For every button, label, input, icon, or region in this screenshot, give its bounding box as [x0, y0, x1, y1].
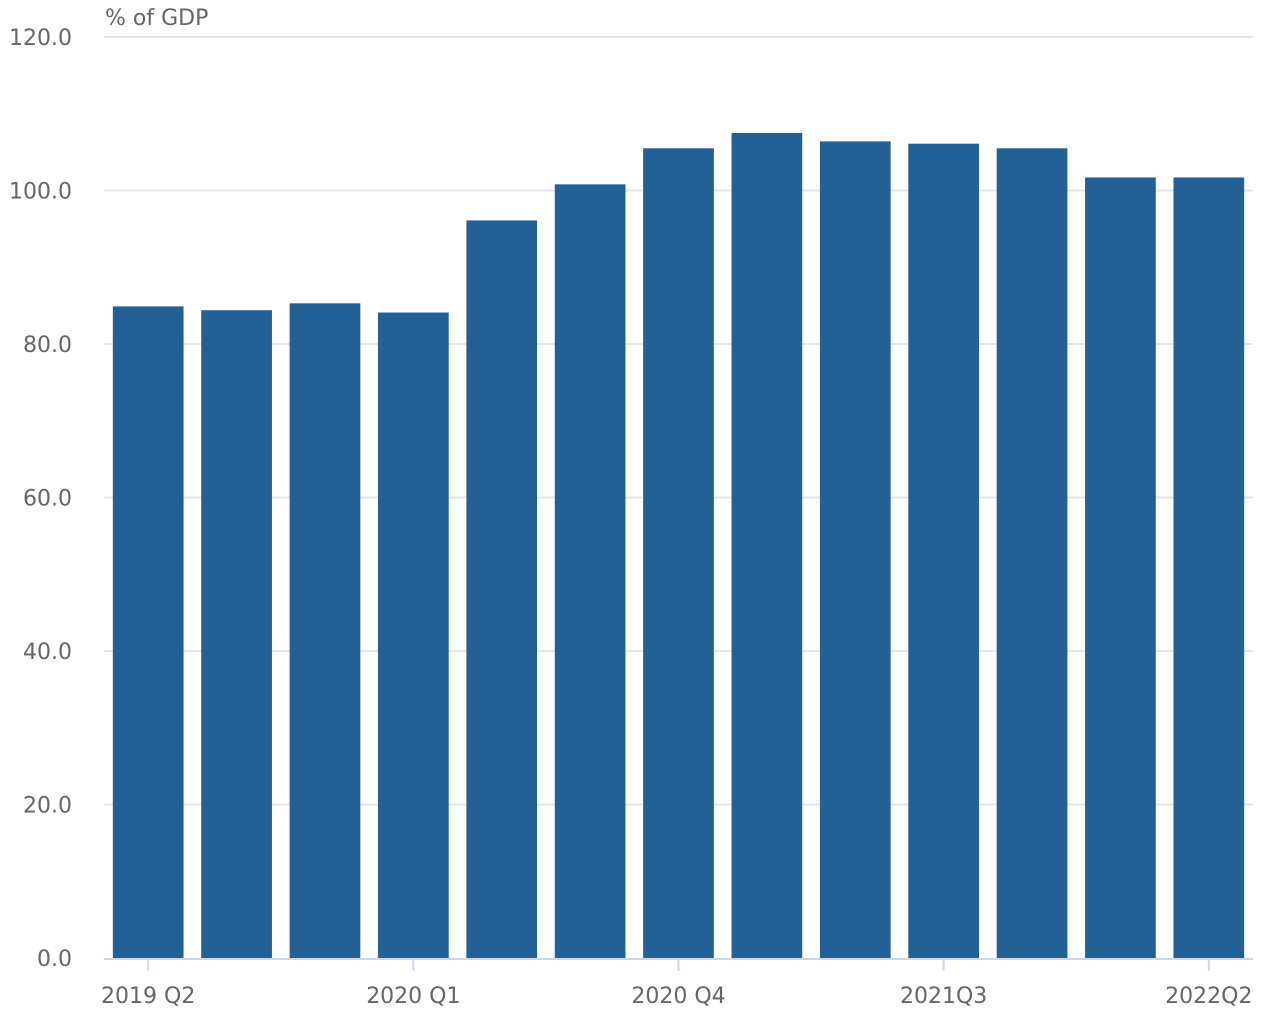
bar [643, 148, 714, 959]
bar [377, 312, 449, 959]
bar [201, 310, 272, 959]
x-tick-label: 2022Q2 [1165, 984, 1252, 1009]
y-axis-title: % of GDP [105, 6, 209, 31]
bar [908, 143, 980, 958]
bars [112, 132, 1245, 959]
x-tick-label: 2021Q3 [900, 984, 987, 1009]
y-tick-label: 20.0 [23, 794, 72, 819]
y-tick-label: 60.0 [23, 487, 72, 512]
bar [466, 220, 538, 958]
bar [1085, 177, 1156, 958]
y-tick-label: 100.0 [9, 180, 72, 205]
bar [112, 306, 184, 959]
y-tick-label: 80.0 [23, 333, 72, 358]
y-tick-label: 0.0 [37, 947, 72, 972]
x-axis-labels: 2019 Q2 2020 Q1 2020 Q4 2021Q3 2022Q2 [101, 984, 1252, 1009]
y-tick-label: 120.0 [9, 26, 72, 51]
bar [731, 132, 803, 958]
bar [819, 141, 891, 958]
y-tick-label: 40.0 [23, 640, 72, 665]
x-tick-label: 2020 Q1 [366, 984, 460, 1009]
x-tick-label: 2020 Q4 [631, 984, 725, 1009]
bar [289, 303, 361, 958]
x-tick-label: 2019 Q2 [101, 984, 195, 1009]
y-axis-labels: 0.0 20.0 40.0 60.0 80.0 100.0 120.0 [9, 26, 72, 972]
bar [1173, 177, 1245, 958]
x-axis [104, 958, 1253, 971]
bar [996, 148, 1068, 959]
bar [554, 184, 626, 959]
